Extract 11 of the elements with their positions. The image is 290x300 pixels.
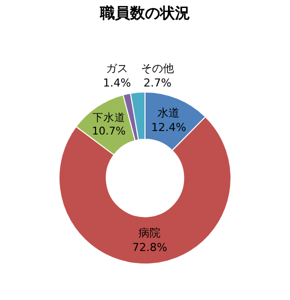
slice-label: 下水道: [92, 110, 126, 124]
slice-label: 病院: [138, 226, 161, 240]
slice-label: 水道: [158, 106, 180, 120]
data-label: 72.8%: [132, 240, 168, 254]
data-label: 10.7%: [92, 126, 126, 138]
data-label: 2.7%: [144, 76, 172, 90]
data-label: 1.4%: [103, 76, 131, 90]
data-label: 12.4%: [151, 120, 186, 134]
slice-label: ガス: [106, 62, 128, 75]
slice-label: その他: [141, 62, 174, 75]
chart-title: 職員数の状況: [99, 4, 190, 22]
